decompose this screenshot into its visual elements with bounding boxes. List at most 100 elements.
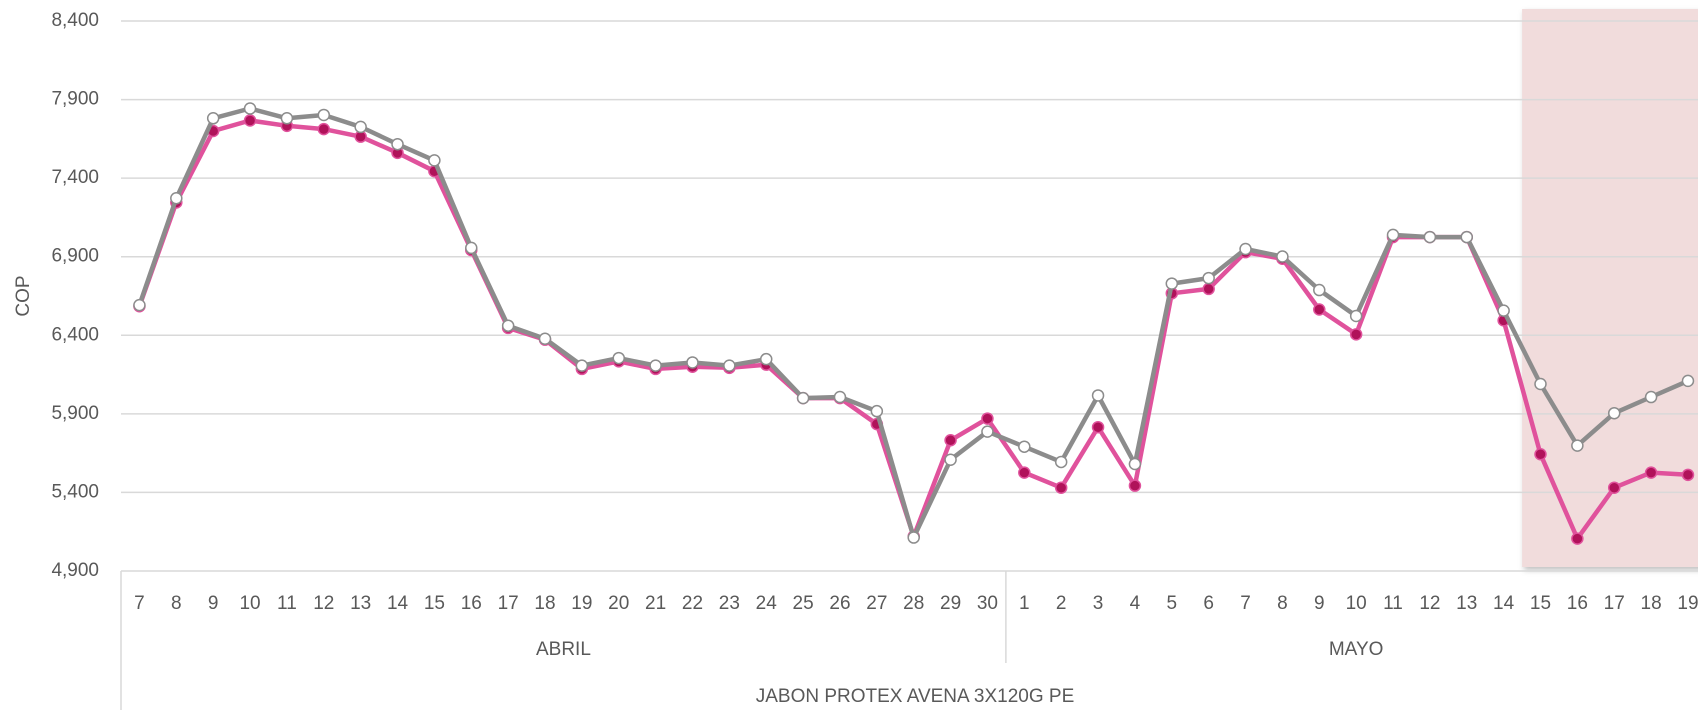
data-point <box>649 359 662 372</box>
x-tick-label: 13 <box>1456 593 1477 614</box>
x-tick-label: 25 <box>793 593 814 614</box>
data-point <box>870 404 884 418</box>
x-tick-label: 17 <box>498 593 519 614</box>
x-tick-label: 29 <box>940 593 961 614</box>
data-point <box>1313 303 1326 316</box>
x-tick-label: 21 <box>645 593 666 614</box>
x-tick-label: 11 <box>1383 593 1403 614</box>
x-tick-label: 24 <box>756 593 778 614</box>
data-point <box>428 154 441 167</box>
data-point <box>1423 230 1437 244</box>
x-tick-label: 14 <box>1493 593 1515 614</box>
x-tick-label: 3 <box>1093 593 1104 614</box>
data-point <box>1202 282 1215 296</box>
x-tick-label: 15 <box>1530 593 1551 614</box>
x-tick-label: 17 <box>1604 593 1625 614</box>
data-point <box>1460 230 1474 244</box>
data-point <box>280 112 294 125</box>
data-point <box>1276 250 1289 263</box>
series-line <box>137 118 1689 541</box>
x-tick-label: 6 <box>1203 593 1214 614</box>
data-point <box>538 332 552 345</box>
data-point <box>944 434 957 447</box>
data-point <box>1644 390 1658 404</box>
data-point <box>759 352 773 366</box>
data-point <box>1386 228 1400 242</box>
data-point <box>1054 455 1068 469</box>
data-point <box>243 102 257 115</box>
x-tick-label: 18 <box>534 593 555 614</box>
x-tick-label: 4 <box>1130 593 1141 614</box>
x-tick-label: 15 <box>424 593 445 614</box>
x-tick-label: 2 <box>1056 593 1067 614</box>
y-tick-label: 5,900 <box>51 403 99 424</box>
data-point <box>1091 389 1105 402</box>
x-tick-label: 14 <box>387 593 409 614</box>
data-point <box>1349 309 1363 323</box>
y-tick-label: 4,900 <box>51 560 99 581</box>
x-tick-label: 28 <box>903 593 924 614</box>
data-point <box>723 359 736 372</box>
data-point <box>1681 468 1695 482</box>
data-point <box>1534 447 1547 461</box>
x-tick-label: 23 <box>719 593 740 614</box>
x-tick-label: 16 <box>461 593 482 614</box>
x-tick-label: 27 <box>866 593 887 614</box>
x-tick-label: 11 <box>277 593 297 614</box>
x-tick-label: 10 <box>239 593 260 614</box>
data-point <box>170 192 183 205</box>
x-tick-label: 12 <box>1419 593 1440 614</box>
data-point <box>833 390 847 404</box>
x-tick-label: 1 <box>1019 593 1030 614</box>
data-point <box>206 112 220 125</box>
y-tick-label: 6,400 <box>51 324 99 345</box>
data-point <box>1349 328 1363 341</box>
data-point <box>1571 439 1584 452</box>
data-point <box>1202 271 1215 285</box>
data-point <box>1571 532 1584 545</box>
data-point <box>1534 377 1547 391</box>
data-point <box>465 241 478 255</box>
data-point <box>612 351 625 365</box>
data-point <box>1165 277 1179 290</box>
data-point <box>1054 481 1068 494</box>
data-point <box>1239 242 1252 256</box>
y-tick-label: 7,400 <box>51 167 99 188</box>
group-label: MAYO <box>1329 639 1384 660</box>
x-tick-label: 30 <box>977 593 998 614</box>
y-tick-label: 8,400 <box>51 10 99 31</box>
x-tick-label: 9 <box>1314 593 1325 614</box>
x-tick-label: 7 <box>1240 593 1251 614</box>
series-line <box>137 106 1689 540</box>
x-tick-label: 19 <box>1677 593 1698 614</box>
data-point <box>907 531 920 544</box>
data-point <box>575 359 589 372</box>
group-label: ABRIL <box>536 639 591 660</box>
data-point <box>1128 457 1142 471</box>
x-tick-label: 26 <box>829 593 850 614</box>
data-point <box>944 453 957 466</box>
data-point <box>686 356 699 369</box>
data-point <box>1681 374 1695 388</box>
data-point <box>1607 481 1621 494</box>
x-tick-label: 8 <box>171 593 182 614</box>
data-point <box>1128 479 1142 492</box>
data-point <box>1091 420 1105 434</box>
x-tick-label: 10 <box>1346 593 1367 614</box>
x-tick-label: 16 <box>1567 593 1588 614</box>
data-point <box>1018 466 1031 479</box>
x-tick-label: 22 <box>682 593 703 614</box>
data-point <box>133 298 146 312</box>
x-tick-label: 19 <box>571 593 592 614</box>
y-tick-label: 6,900 <box>51 246 99 267</box>
data-point <box>317 122 331 136</box>
data-point <box>354 120 367 134</box>
x-tick-label: 20 <box>608 593 629 614</box>
data-point <box>1644 466 1658 479</box>
data-point <box>501 319 515 332</box>
x-axis-label: JABON PROTEX AVENA 3X120G PE <box>756 686 1075 707</box>
x-tick-label: 12 <box>313 593 334 614</box>
x-tick-label: 18 <box>1641 593 1662 614</box>
data-point <box>1497 304 1510 317</box>
